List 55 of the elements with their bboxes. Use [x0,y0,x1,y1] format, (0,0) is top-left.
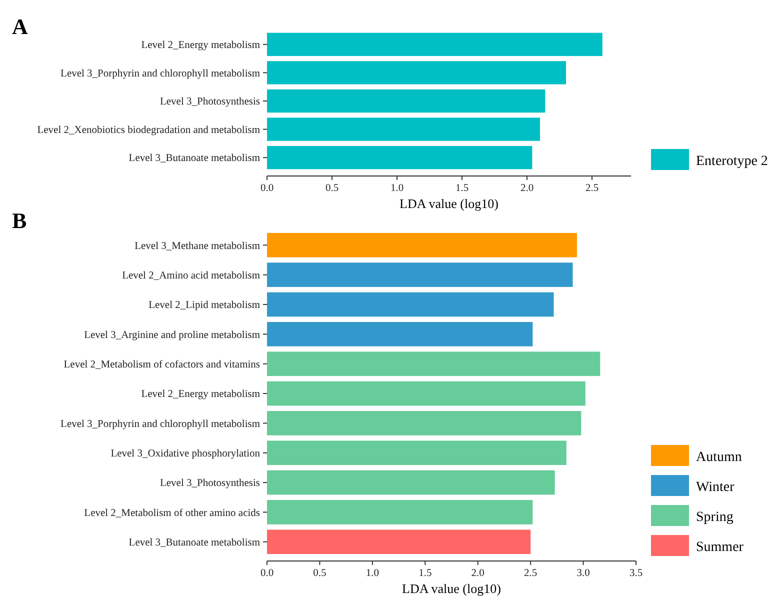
legend-label: Winter [696,480,735,495]
y-tick-label: Level 2_Xenobiotics biodegradation and metabolism [37,124,260,136]
y-tick-label: Level 2_Metabolism of cofactors and vitamins [64,360,260,370]
y-tick-label: Level 3_Arginine and proline metabolism [84,330,260,341]
y-tick-label: Level 3_Oxidative phosphorylation [110,448,261,460]
legend-label: Spring [696,510,734,525]
y-tick-label: Level 3_Butanoate metabolism [128,153,260,164]
bar [267,118,540,141]
x-tick-label: 0.0 [260,183,274,194]
x-tick-label: 2.0 [471,568,484,579]
y-tick-label: Level 3_Methane metabolism [134,240,260,252]
bar [267,292,554,317]
bar [267,381,586,406]
x-tick-label: 3.0 [576,568,590,579]
x-tick-label: 1.5 [418,568,432,579]
x-tick-label: 2.5 [524,568,538,579]
bar [267,500,533,524]
bar [267,89,546,113]
y-tick-label: Level 2_Metabolism of other amino acids [84,508,260,519]
x-axis-title: LDA value (log10) [402,581,501,596]
bar [267,530,531,554]
x-tick-label: 0.0 [260,568,274,579]
x-tick-label: 1.5 [455,183,469,194]
y-tick-label: Level 3_Butanoate metabolism [128,538,260,549]
bar [267,411,582,436]
bar [267,322,533,346]
legend-label: Enterotype 2 [696,154,768,169]
y-tick-label: Level 3_Photosynthesis [160,96,260,108]
x-tick-label: 1.0 [390,183,404,194]
x-tick-label: 0.5 [325,183,339,194]
x-axis-title: LDA value (log10) [400,196,498,211]
bar [267,232,577,258]
x-tick-label: 3.5 [629,568,643,579]
bar [267,470,555,495]
y-tick-label: Level 3_Photosynthesis [160,478,260,490]
legend-label: Summer [696,540,744,555]
bar [267,146,532,170]
y-tick-label: Level 3_Porphyrin and chlorophyll metabolism [60,68,260,80]
text: A [12,14,28,39]
legend-label: Autumn [696,450,742,465]
y-tick-label: Level 2_Energy metabolism [141,40,260,52]
bar [267,262,573,287]
bar [267,32,602,56]
y-tick-label: Level 2_Energy metabolism [141,389,260,400]
bar [267,61,566,84]
bar [267,440,566,466]
y-tick-label: Level 2_Amino acid metabolism [122,270,260,282]
y-tick-label: Level 3_Porphyrin and chlorophyll metabolism [60,418,260,430]
x-tick-label: 0.5 [313,568,326,579]
bar [267,352,600,376]
x-tick-label: 2.5 [585,183,599,194]
y-tick-label: Level 2_Lipid metabolism [148,300,260,312]
text: B [12,208,27,233]
x-tick-label: 2.0 [520,183,534,194]
x-tick-label: 1.0 [366,568,379,579]
